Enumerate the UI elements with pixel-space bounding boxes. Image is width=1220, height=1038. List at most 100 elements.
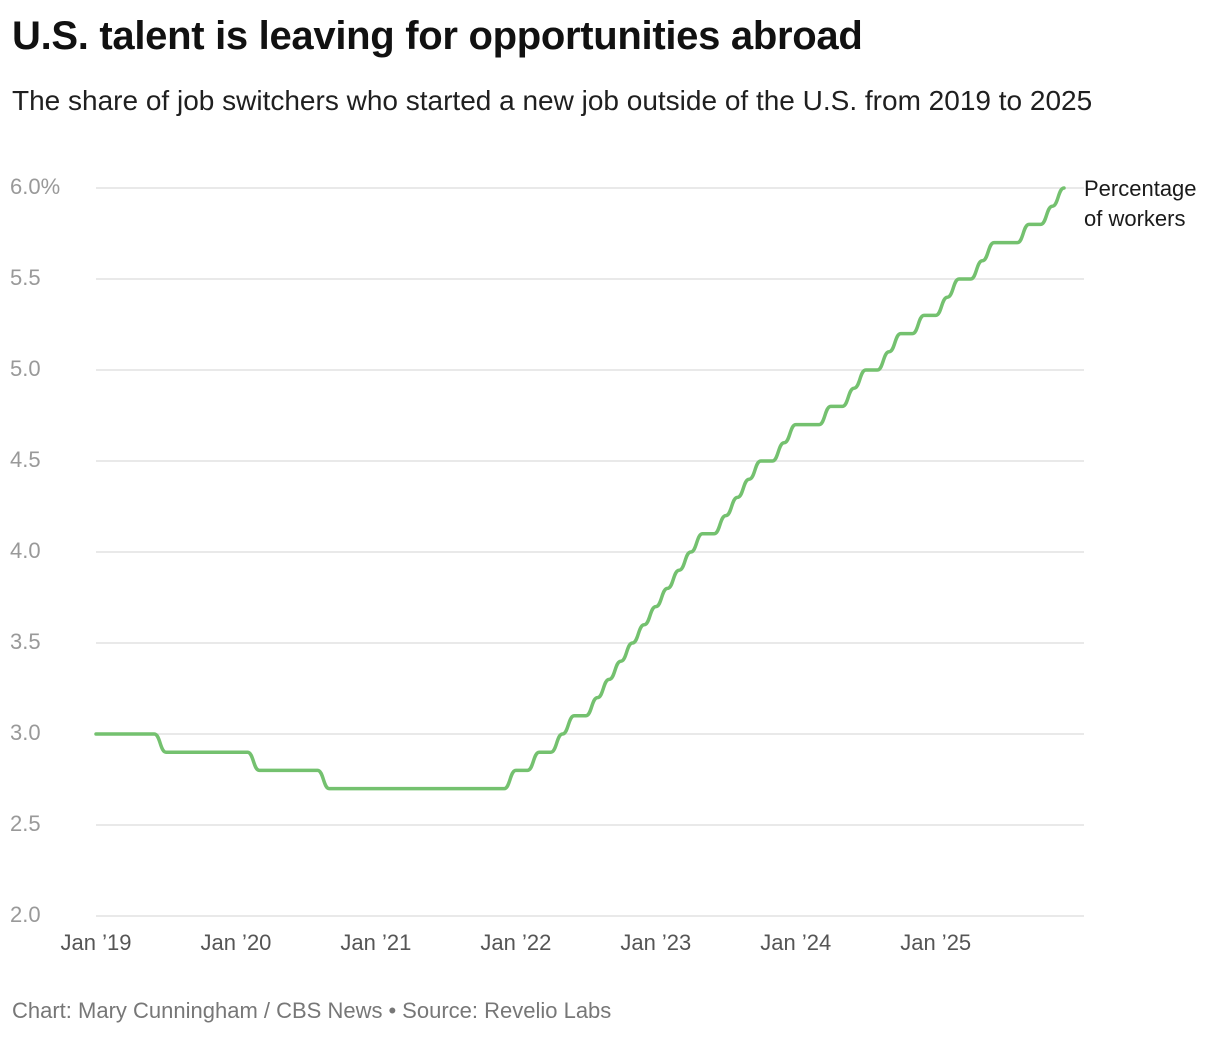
series-layer — [94, 186, 1066, 791]
data-point — [223, 751, 226, 754]
data-point — [421, 787, 424, 790]
series-labels: Percentage of workers — [1084, 176, 1197, 231]
gridlines — [96, 187, 1084, 917]
data-point — [234, 751, 237, 754]
data-point — [993, 241, 996, 244]
data-point — [911, 332, 914, 335]
data-point — [269, 769, 272, 772]
chart-subtitle: The share of job switchers who started a… — [12, 85, 1093, 116]
data-point — [293, 769, 296, 772]
data-point — [818, 423, 821, 426]
data-point — [689, 551, 692, 554]
y-tick-label: 5.5 — [10, 265, 41, 290]
data-point — [304, 769, 307, 772]
data-point — [1004, 241, 1007, 244]
separator-dot: • — [388, 998, 397, 1023]
data-point — [596, 696, 599, 699]
data-point — [608, 678, 611, 681]
data-point — [479, 787, 482, 790]
data-point — [363, 787, 366, 790]
data-point — [864, 369, 867, 372]
y-tick-label: 5.0 — [10, 356, 41, 381]
data-point — [444, 787, 447, 790]
data-point — [981, 259, 984, 262]
data-point — [678, 569, 681, 572]
y-tick-label: 3.5 — [10, 629, 41, 654]
data-point — [654, 605, 657, 608]
data-point — [95, 733, 98, 736]
chart-credit: Chart: Mary Cunningham / CBS News — [12, 998, 383, 1023]
x-axis-ticks: Jan ’19 Jan ’20 Jan ’21 Jan ’22 Jan ’23 Jan ’… — [61, 930, 972, 955]
data-point — [164, 751, 167, 754]
data-point — [118, 733, 121, 736]
y-tick-label: 4.0 — [10, 538, 41, 563]
chart-footer: Chart: Mary Cunningham / CBS News • Source… — [12, 998, 611, 1024]
data-point — [503, 787, 506, 790]
data-point — [771, 460, 774, 463]
data-point — [141, 733, 144, 736]
data-point — [281, 769, 284, 772]
data-point — [246, 751, 249, 754]
data-point — [1051, 205, 1054, 208]
data-point — [923, 314, 926, 317]
x-tick-label: Jan ’19 — [61, 930, 132, 955]
line-chart: 2.02.53.03.54.04.55.05.56.0% Jan ’19 Jan … — [10, 174, 1197, 955]
data-point — [934, 314, 937, 317]
y-tick-label: 2.0 — [10, 902, 41, 927]
data-point — [899, 332, 902, 335]
series-label: Percentage of workers — [1084, 176, 1197, 231]
data-point — [1016, 241, 1019, 244]
chart-title: U.S. talent is leaving for opportunities… — [12, 14, 863, 58]
data-point — [339, 787, 342, 790]
x-tick-label: Jan ’22 — [480, 930, 551, 955]
data-point — [946, 296, 949, 299]
data-point — [561, 733, 564, 736]
data-point — [526, 769, 529, 772]
data-point — [631, 642, 634, 645]
data-point — [491, 787, 494, 790]
y-tick-label: 3.0 — [10, 720, 41, 745]
data-point — [258, 769, 261, 772]
data-point — [888, 350, 891, 353]
data-point — [328, 787, 331, 790]
data-point — [456, 787, 459, 790]
data-point — [374, 787, 377, 790]
data-point — [1063, 187, 1066, 190]
y-tick-label: 6.0% — [10, 174, 60, 199]
data-point — [876, 369, 879, 372]
data-point — [619, 660, 622, 663]
data-point — [794, 423, 797, 426]
data-point — [783, 441, 786, 444]
data-point — [316, 769, 319, 772]
data-point — [433, 787, 436, 790]
data-point — [398, 787, 401, 790]
data-point — [538, 751, 541, 754]
x-tick-label: Jan ’25 — [900, 930, 971, 955]
data-point — [106, 733, 109, 736]
data-point — [199, 751, 202, 754]
data-point — [351, 787, 354, 790]
data-point — [724, 514, 727, 517]
data-point — [958, 278, 961, 281]
x-tick-label: Jan ’24 — [760, 930, 831, 955]
data-point — [549, 751, 552, 754]
data-point — [129, 733, 132, 736]
data-point — [584, 714, 587, 717]
data-point — [806, 423, 809, 426]
data-point — [666, 587, 669, 590]
data-point — [853, 387, 856, 390]
data-point — [969, 278, 972, 281]
data-point — [386, 787, 389, 790]
source-credit: Source: Revelio Labs — [402, 998, 612, 1023]
data-point — [211, 751, 214, 754]
data-point — [736, 496, 739, 499]
data-point — [643, 623, 646, 626]
data-point — [188, 751, 191, 754]
data-point — [468, 787, 471, 790]
data-point — [841, 405, 844, 408]
data-point — [1039, 223, 1042, 226]
data-point — [153, 733, 156, 736]
data-point — [176, 751, 179, 754]
y-axis-ticks: 2.0 2.5 3.0 3.5 4.0 4.5 5.0 5.5 6.0% — [10, 174, 60, 927]
data-point — [748, 478, 751, 481]
